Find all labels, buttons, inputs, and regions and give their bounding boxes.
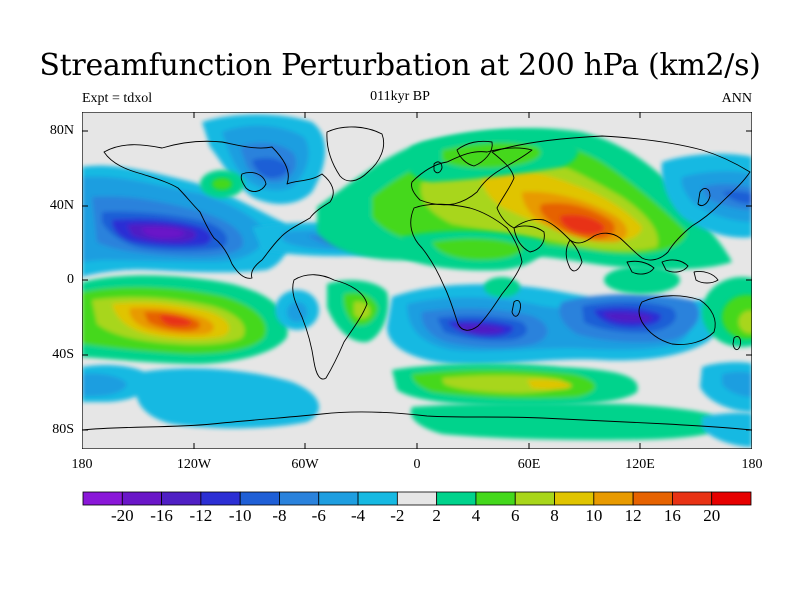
colorbar-label: -16 <box>150 506 173 525</box>
south-pacific-high <box>82 275 288 364</box>
colorbar-swatch <box>318 491 359 506</box>
colorbar-label: 12 <box>624 506 642 525</box>
contour-fill <box>82 112 752 449</box>
lon-label-180w: 180 <box>71 457 93 472</box>
colorbar-label: 6 <box>510 506 520 525</box>
colorbar-swatch <box>279 491 320 506</box>
north-pacific-low <box>82 165 290 277</box>
west-pacific-low <box>661 153 752 238</box>
axis-ticks <box>82 112 752 449</box>
colorbar-label: 2 <box>432 506 441 525</box>
colorbar-label: -4 <box>350 506 366 525</box>
colorbar-swatch <box>200 491 241 506</box>
colorbar-swatch <box>632 491 673 506</box>
colorbar-label: -12 <box>189 506 213 525</box>
colorbar-swatch <box>593 491 634 506</box>
southern-ocean-high <box>392 363 638 407</box>
colorbar-label: 8 <box>550 506 559 525</box>
colorbar-label: 20 <box>703 506 721 525</box>
lat-label-80s: 80S <box>52 422 74 437</box>
colorbar-swatch <box>711 491 752 506</box>
colorbar-label: 16 <box>663 506 681 525</box>
lon-label-0: 0 <box>413 457 421 472</box>
colorbar-label: 10 <box>585 506 603 525</box>
lon-label-60e: 60E <box>517 457 541 472</box>
south-indian-low <box>387 284 720 365</box>
antarctic-high <box>410 402 752 447</box>
colorbar-swatch <box>554 491 595 506</box>
colorbar-label: -20 <box>110 506 134 525</box>
map-title: Streamfunction Perturbation at 200 hPa (… <box>39 48 761 83</box>
lon-label-180e: 180 <box>741 457 763 472</box>
colorbar-swatch <box>514 491 555 506</box>
season-label: ANN <box>721 91 752 106</box>
colorbar-label: -10 <box>228 506 252 525</box>
lat-label-40s: 40S <box>52 347 74 362</box>
colorbar-swatch <box>239 491 280 506</box>
map-plot <box>81 111 753 450</box>
colorbar-swatch <box>121 491 162 506</box>
period-label: 011kyr BP <box>370 89 430 104</box>
lat-label-40n: 40N <box>49 198 74 213</box>
colorbar-swatch <box>82 491 123 506</box>
colorbar-label: -8 <box>272 506 287 525</box>
africa-high <box>402 230 545 271</box>
colorbar-swatch <box>357 491 398 506</box>
europe-high <box>407 130 579 182</box>
colorbar-swatch <box>161 491 202 506</box>
lon-label-120w: 120W <box>176 457 212 472</box>
colorbar-swatch <box>436 491 477 506</box>
colorbar <box>82 491 752 506</box>
lon-label-60w: 60W <box>291 457 319 472</box>
antarctic-low <box>82 362 752 429</box>
colorbar-swatch <box>672 491 713 506</box>
colorbar-label: 4 <box>471 506 481 525</box>
coastlines <box>81 126 753 431</box>
map-canvas <box>81 111 753 450</box>
colorbar-label: -6 <box>311 506 326 525</box>
lat-label-80n: 80N <box>49 123 74 138</box>
colorbar-label: -2 <box>390 506 405 525</box>
colorbar-swatch <box>396 491 438 506</box>
colorbar-swatch <box>475 491 516 506</box>
lat-label-eq: 0 <box>67 272 74 287</box>
lon-label-120e: 120E <box>625 457 655 472</box>
experiment-label: Expt = tdxol <box>82 91 153 106</box>
